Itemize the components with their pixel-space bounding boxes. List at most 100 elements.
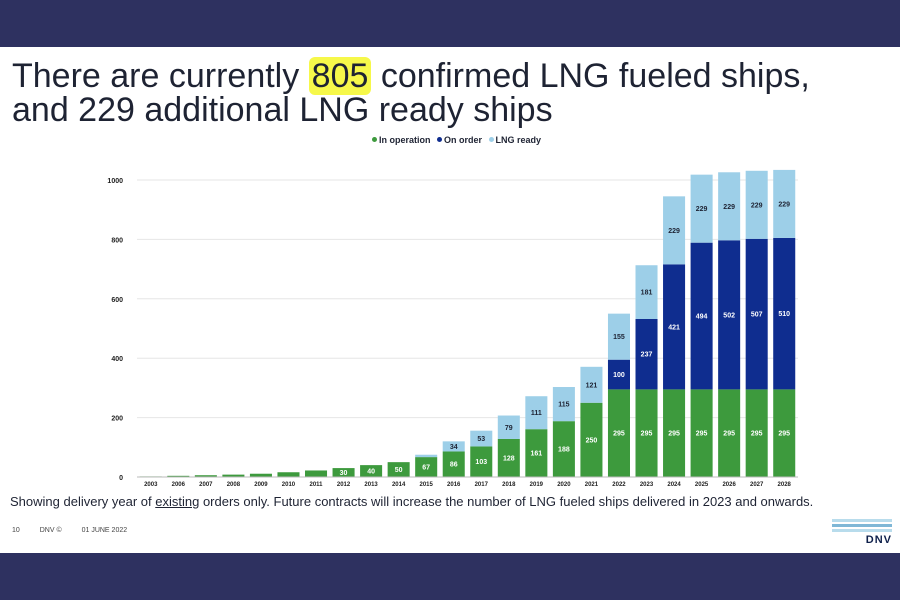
x-tick-label: 2028	[778, 482, 792, 488]
note-underlined: existing	[155, 494, 200, 509]
data-label: 295	[778, 431, 790, 438]
footer: 10 DNV © 01 JUNE 2022	[12, 527, 145, 534]
data-label: 188	[558, 447, 570, 454]
bar-segment	[663, 196, 686, 265]
bar-segment	[718, 389, 741, 477]
title-highlight: 805	[308, 57, 372, 95]
slide: There are currently 805 confirmed LNG fu…	[0, 47, 900, 553]
data-label: 79	[505, 425, 513, 432]
bar-segment	[690, 389, 713, 477]
bar-segment	[690, 174, 713, 243]
data-label: 229	[696, 206, 708, 213]
bar-segment	[745, 389, 768, 477]
data-label: 121	[586, 382, 598, 389]
data-label: 250	[586, 437, 598, 444]
bar-segment	[663, 389, 686, 477]
data-label: 229	[723, 204, 735, 211]
bar-segment	[663, 264, 686, 390]
bar-segment	[360, 465, 383, 477]
legend-on-order: On order	[444, 135, 483, 145]
bar-segment	[552, 421, 575, 477]
bar-segment	[607, 389, 630, 477]
data-label: 502	[723, 312, 735, 319]
data-label: 229	[751, 202, 763, 209]
data-label: 181	[641, 290, 653, 297]
data-label: 103	[475, 459, 487, 466]
bar-segment	[167, 475, 190, 477]
x-tick-label: 2015	[420, 482, 434, 488]
bar-segment	[745, 170, 768, 239]
legend-dot-on-order	[437, 137, 443, 142]
y-tick-label: 1000	[107, 178, 123, 185]
x-tick-label: 2024	[667, 482, 681, 488]
bar-segment	[773, 237, 796, 390]
bar-segment	[552, 387, 575, 422]
data-label: 30	[340, 470, 348, 477]
legend-lng-ready: LNG ready	[495, 135, 542, 145]
logo-text: DNV	[865, 534, 892, 546]
x-tick-label: 2008	[227, 482, 241, 488]
bar-segment	[249, 473, 272, 477]
data-label: 229	[778, 201, 790, 208]
bar-segment	[525, 396, 548, 430]
bar-segment	[470, 430, 493, 447]
bar-segment	[415, 454, 438, 458]
bar-segment	[497, 438, 520, 477]
data-label: 155	[613, 334, 625, 341]
x-tick-label: 2009	[254, 482, 268, 488]
logo-stripe	[832, 529, 892, 532]
data-label: 295	[613, 431, 625, 438]
data-label: 237	[641, 352, 653, 359]
note-suffix: orders only. Future contracts will incre…	[199, 494, 814, 509]
x-tick-label: 2007	[199, 482, 213, 488]
x-tick-label: 2026	[722, 482, 736, 488]
bar-segment	[332, 468, 355, 477]
x-tick-label: 2003	[144, 482, 158, 488]
stacked-bar-chart: 0 200 400 600 800 1000 2003 2006 2007 2008 2009 201…	[107, 169, 798, 488]
data-label: 507	[751, 312, 763, 319]
logo-stripe	[832, 519, 892, 522]
note-prefix: Showing delivery year of	[10, 494, 156, 509]
x-tick-label: 2011	[310, 482, 324, 488]
footer-brand: DNV ©	[39, 527, 62, 534]
y-tick-label: 600	[111, 297, 123, 304]
bar-segment	[222, 474, 245, 477]
x-tick-label: 2013	[364, 482, 378, 488]
y-tick-label: 800	[111, 237, 123, 244]
bar-segment	[607, 359, 630, 390]
chart-legend: In operation On order LNG ready	[368, 135, 541, 145]
legend-in-operation: In operation	[379, 135, 431, 145]
y-tick-label: 200	[111, 416, 123, 423]
x-tick-label: 2012	[337, 482, 351, 488]
bar-segment	[442, 441, 465, 452]
bar-segment	[635, 318, 658, 390]
x-tick-label: 2025	[695, 482, 709, 488]
bar-segment	[773, 389, 796, 477]
bar-segment	[773, 169, 796, 238]
bar-segment	[415, 457, 438, 477]
x-tick-label: 2017	[475, 482, 489, 488]
data-label: 86	[450, 462, 458, 469]
data-label: 229	[668, 228, 680, 235]
footer-date: 01 JUNE 2022	[81, 527, 128, 534]
title-prefix: There are currently	[12, 57, 309, 95]
logo-stripe	[832, 524, 892, 527]
data-label: 494	[696, 314, 708, 321]
data-label: 510	[778, 311, 790, 318]
data-label: 40	[367, 469, 375, 476]
x-tick-label: 2019	[530, 482, 544, 488]
x-tick-label: 2022	[612, 482, 626, 488]
y-tick-label: 400	[111, 356, 123, 363]
x-tick-label: 2006	[172, 482, 186, 488]
data-label: 161	[531, 451, 543, 458]
data-label: 50	[395, 467, 403, 474]
footnote: Showing delivery year of existing orders…	[10, 494, 895, 509]
bar-segment	[442, 451, 465, 477]
data-label: 295	[668, 431, 680, 438]
bar-segment	[635, 265, 658, 319]
dnv-logo: DNV	[832, 519, 892, 546]
x-tick-label: 2010	[282, 482, 296, 488]
bar-segment	[470, 446, 493, 477]
data-label: 295	[723, 431, 735, 438]
legend-dot-in-operation	[372, 137, 377, 142]
